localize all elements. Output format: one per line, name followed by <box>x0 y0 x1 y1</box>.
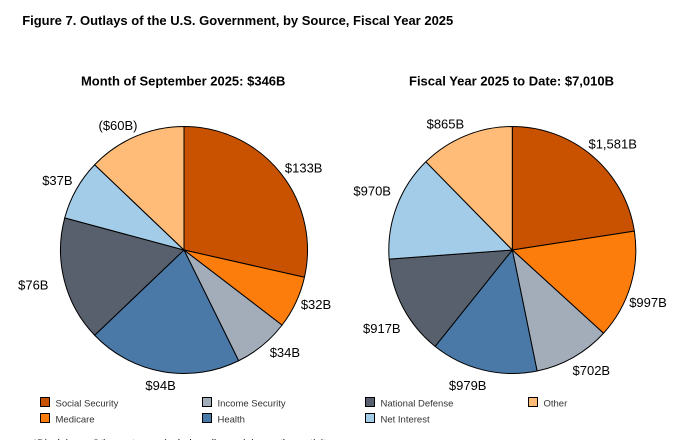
svg-text:$32B: $32B <box>301 297 331 312</box>
svg-text:Health: Health <box>218 414 245 425</box>
svg-text:$979B: $979B <box>449 378 487 393</box>
svg-text:$997B: $997B <box>629 295 667 310</box>
svg-text:$1,581B: $1,581B <box>588 137 636 152</box>
svg-text:$917B: $917B <box>363 321 401 336</box>
svg-text:Income Security: Income Security <box>218 398 286 409</box>
svg-text:$76B: $76B <box>18 277 48 292</box>
svg-text:$865B: $865B <box>427 117 465 132</box>
svg-text:$702B: $702B <box>573 363 611 378</box>
svg-text:Month of September 2025: $346B: Month of September 2025: $346B <box>81 74 285 89</box>
svg-text:$133B: $133B <box>285 160 323 175</box>
svg-text:Medicare: Medicare <box>56 414 95 425</box>
svg-text:$34B: $34B <box>270 345 300 360</box>
svg-text:Figure 7. Outlays of the U.S.: Figure 7. Outlays of the U.S. Government… <box>22 13 453 28</box>
svg-text:National Defense: National Defense <box>381 398 454 409</box>
svg-text:$970B: $970B <box>353 184 391 199</box>
svg-text:Fiscal Year 2025 to Date: $7,0: Fiscal Year 2025 to Date: $7,010B <box>409 74 614 89</box>
svg-text:($60B): ($60B) <box>98 118 137 133</box>
svg-text:Social Security: Social Security <box>56 398 119 409</box>
svg-text:Other: Other <box>544 398 568 409</box>
svg-text:*Disclaimer: Other category in: *Disclaimer: Other category includes all… <box>33 438 333 440</box>
svg-text:$37B: $37B <box>42 173 72 188</box>
svg-text:$94B: $94B <box>145 378 175 393</box>
svg-text:Net Interest: Net Interest <box>381 414 430 425</box>
